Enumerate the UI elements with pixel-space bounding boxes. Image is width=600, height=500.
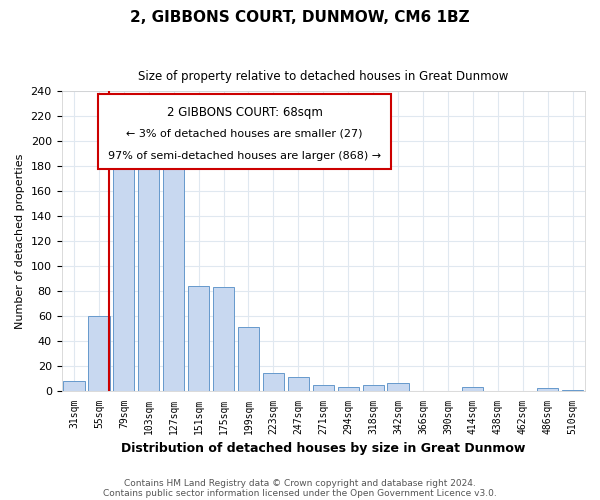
Bar (388, 384, 409, 391)
Bar (462, 387, 484, 391)
Bar (88, 316, 110, 391)
FancyBboxPatch shape (98, 94, 391, 169)
Bar (562, 390, 583, 391)
Text: 97% of semi-detached houses are larger (868) →: 97% of semi-detached houses are larger (… (108, 151, 382, 161)
Bar (338, 387, 359, 391)
Text: 2 GIBBONS COURT: 68sqm: 2 GIBBONS COURT: 68sqm (167, 106, 323, 119)
Bar (64, 381, 85, 391)
Text: ← 3% of detached houses are smaller (27): ← 3% of detached houses are smaller (27) (127, 128, 363, 138)
Bar (288, 377, 309, 391)
Y-axis label: Number of detached properties: Number of detached properties (15, 154, 25, 328)
Bar (362, 384, 384, 391)
X-axis label: Distribution of detached houses by size in Great Dunmow: Distribution of detached houses by size … (121, 442, 526, 455)
Bar (313, 384, 334, 391)
Bar (188, 286, 209, 391)
Bar (263, 374, 284, 391)
Bar (138, 160, 160, 391)
Bar (163, 152, 184, 391)
Text: Contains public sector information licensed under the Open Government Licence v3: Contains public sector information licen… (103, 488, 497, 498)
Text: Contains HM Land Registry data © Crown copyright and database right 2024.: Contains HM Land Registry data © Crown c… (124, 478, 476, 488)
Text: 2, GIBBONS COURT, DUNMOW, CM6 1BZ: 2, GIBBONS COURT, DUNMOW, CM6 1BZ (130, 10, 470, 25)
Bar (213, 287, 234, 391)
Bar (113, 140, 134, 391)
Title: Size of property relative to detached houses in Great Dunmow: Size of property relative to detached ho… (138, 70, 508, 83)
Bar (238, 327, 259, 391)
Bar (537, 388, 558, 391)
